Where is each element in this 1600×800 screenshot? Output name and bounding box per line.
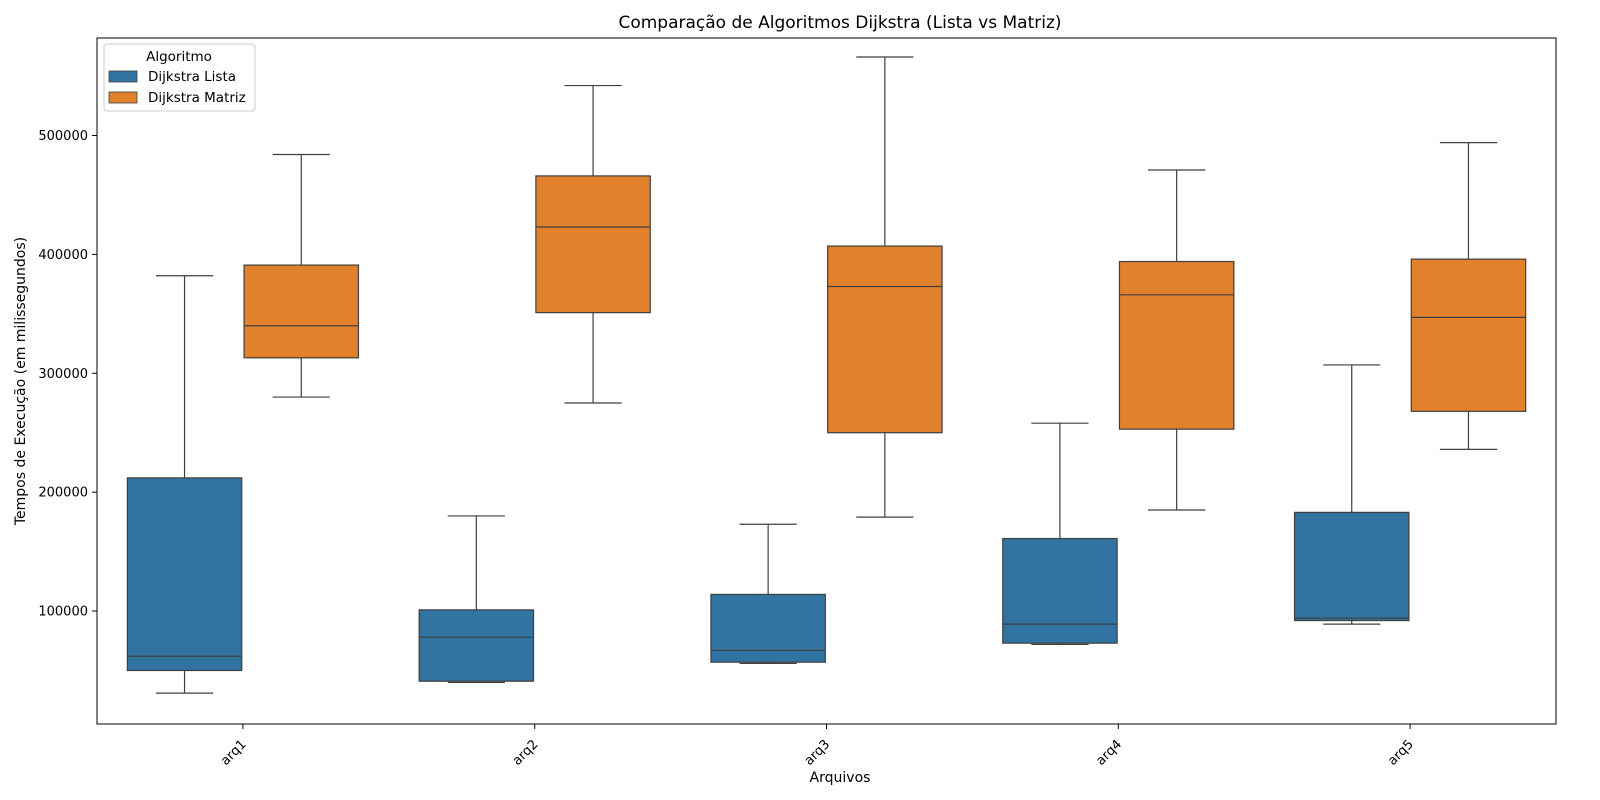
box-body	[1118, 260, 1235, 430]
box-body	[1410, 258, 1527, 412]
x-tick-label-arq3: arq3	[802, 737, 834, 769]
y-tick-label: 300000	[38, 367, 88, 382]
box-body	[243, 264, 360, 359]
x-axis-label: Arquivos	[810, 770, 871, 786]
y-tick-label: 400000	[38, 248, 88, 263]
y-axis-label: Tempos de Execução (em milissegundos)	[13, 237, 29, 526]
box-dijkstra-matriz-arq2	[535, 84, 651, 404]
legend-swatch-lista	[108, 70, 138, 83]
legend-frame	[103, 43, 256, 112]
x-tick-label-arq2: arq2	[510, 737, 542, 769]
y-tick-label: 500000	[38, 129, 88, 144]
box-body	[418, 609, 535, 682]
box-dijkstra-matriz-arq4	[1118, 169, 1235, 511]
legend-title: Algoritmo	[146, 49, 212, 65]
box-body	[126, 477, 243, 672]
box-dijkstra-matriz-arq3	[827, 56, 943, 518]
box-dijkstra-matriz-arq5	[1410, 142, 1527, 450]
box-body	[1002, 537, 1118, 644]
ticks-layer: 100000 200000 300000 400000 500000 arq1 arq2 ar…	[38, 129, 1416, 769]
box-dijkstra-matriz-arq1	[243, 153, 360, 398]
x-tick-label-arq4: arq4	[1093, 737, 1125, 769]
legend: Algoritmo Dijkstra Lista Dijkstra Matriz	[103, 43, 256, 112]
legend-label-matriz: Dijkstra Matriz	[148, 90, 246, 106]
box-body	[1293, 511, 1410, 622]
legend-label-lista: Dijkstra Lista	[148, 69, 236, 85]
x-tick-label-arq1: arq1	[218, 737, 250, 769]
box-body	[710, 593, 826, 663]
y-tick-label: 100000	[38, 605, 88, 620]
box-body	[535, 175, 651, 314]
boxes-layer	[126, 56, 1527, 694]
legend-swatch-matriz	[108, 91, 138, 104]
y-tick-label: 200000	[38, 486, 88, 501]
box-dijkstra-lista-arq1	[126, 275, 243, 694]
chart-title: Comparação de Algoritmos Dijkstra (Lista…	[618, 13, 1061, 33]
box-dijkstra-lista-arq2	[418, 515, 535, 683]
box-dijkstra-lista-arq3	[710, 523, 826, 664]
box-dijkstra-lista-arq5	[1293, 364, 1410, 625]
box-dijkstra-lista-arq4	[1002, 422, 1118, 645]
x-tick-label-arq5: arq5	[1385, 737, 1417, 769]
box-body	[827, 245, 943, 434]
